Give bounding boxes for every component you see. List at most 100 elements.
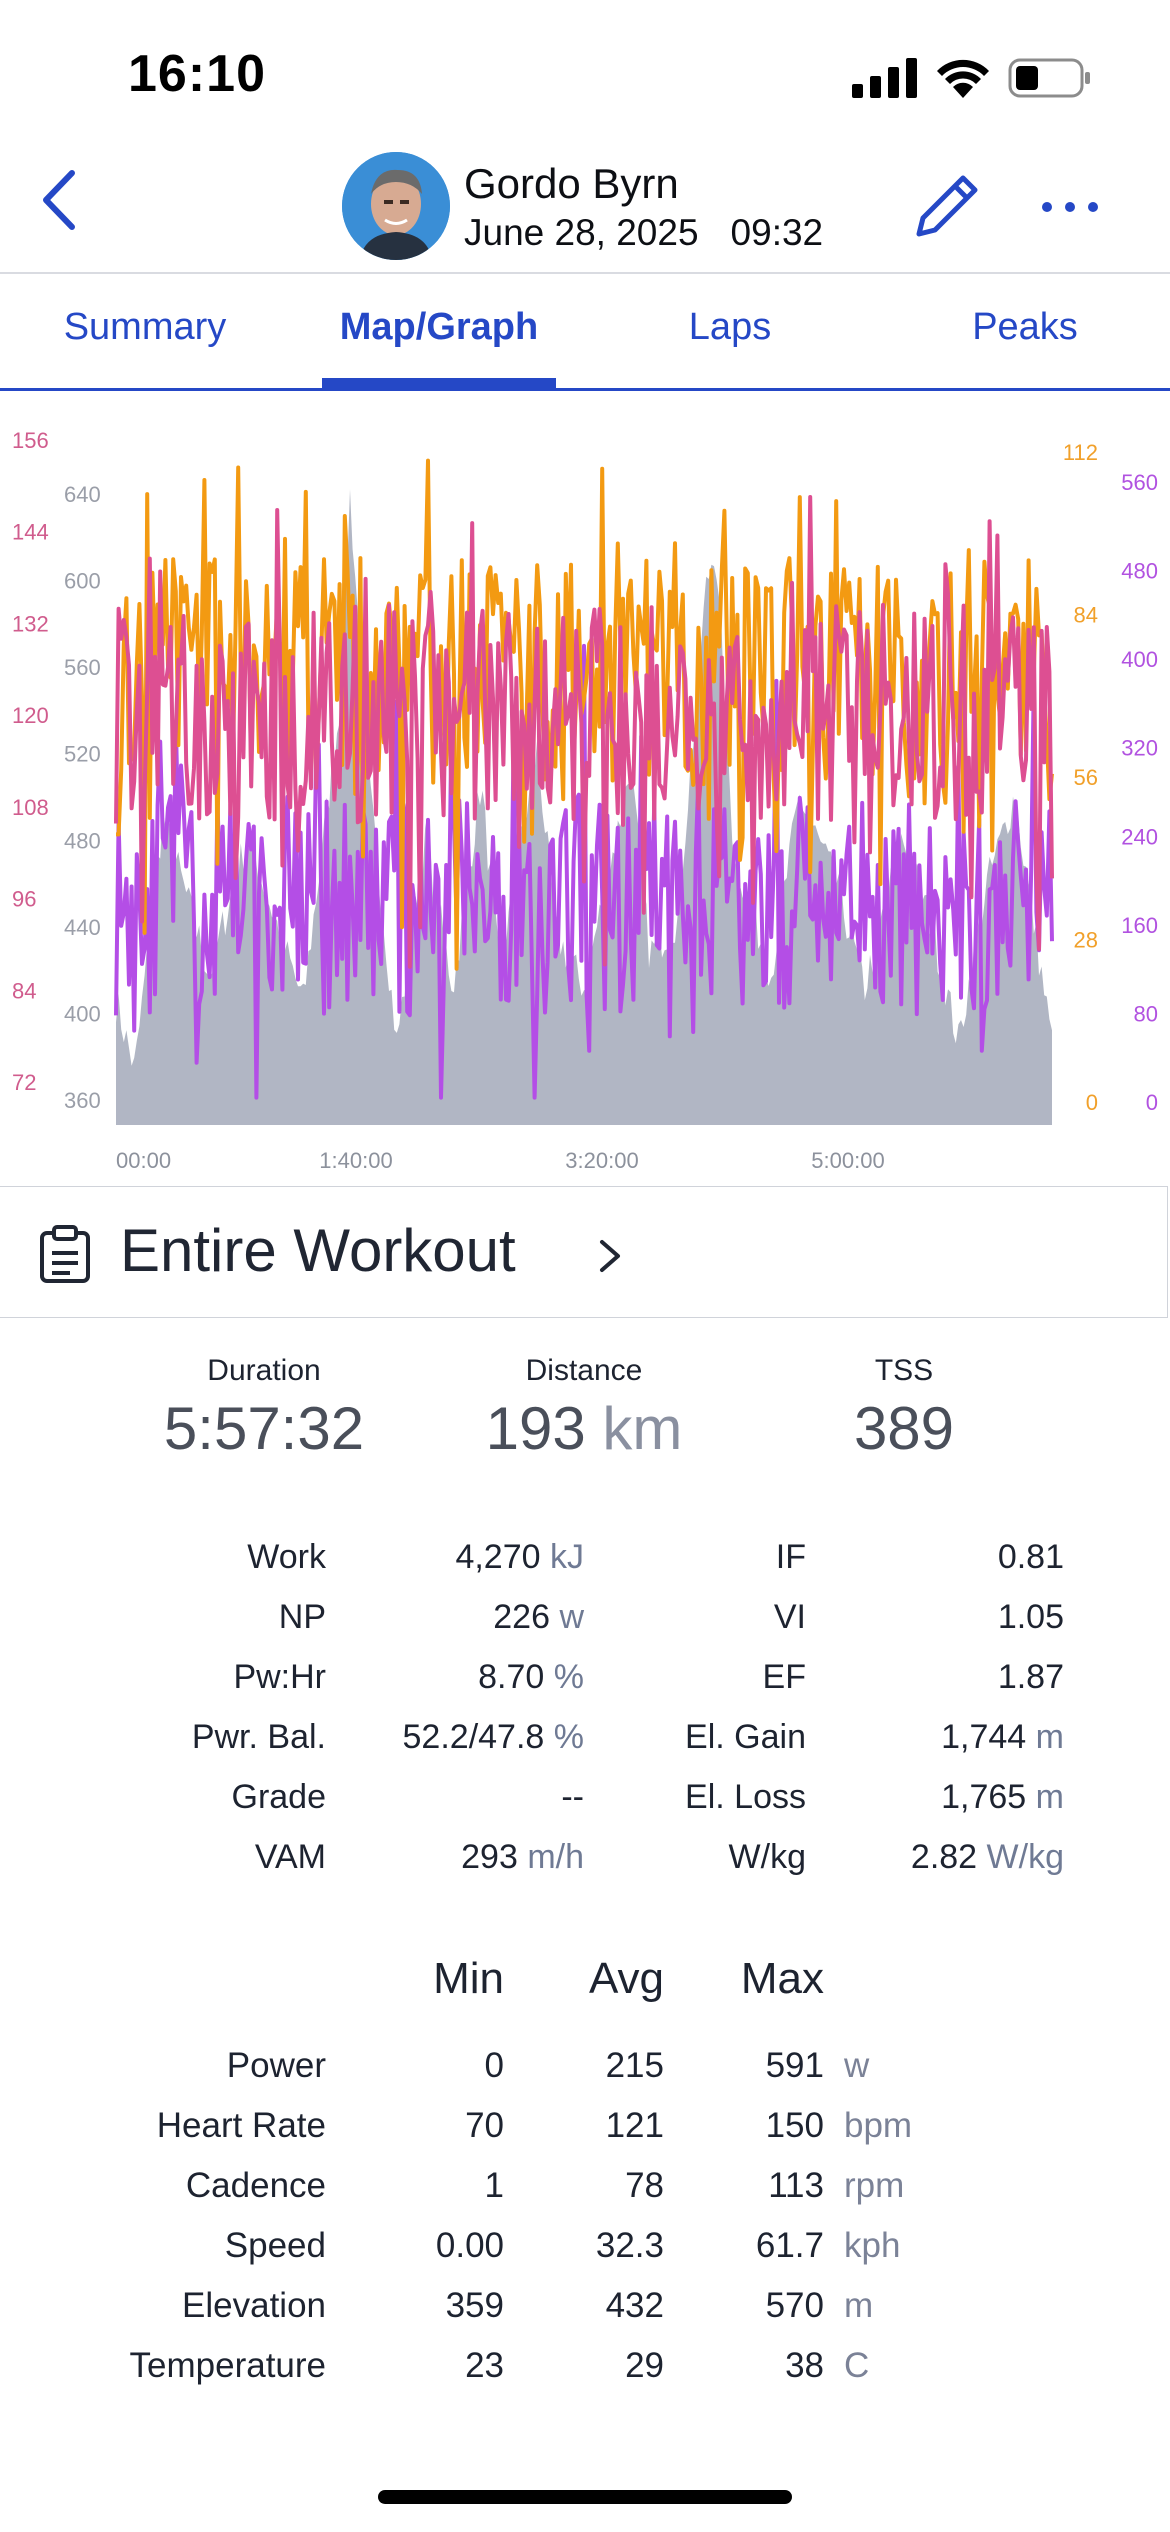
- metric-number: 52.2/47.8: [402, 1718, 545, 1756]
- elevation-axis-tick: 520: [64, 742, 101, 767]
- metric-label: Pwr. Bal.: [191, 1718, 326, 1756]
- home-indicator[interactable]: [378, 2490, 792, 2504]
- stat-avg: 432: [605, 2286, 664, 2325]
- elevation-axis-tick: 400: [64, 1001, 101, 1026]
- more-options-icon[interactable]: [1040, 200, 1100, 214]
- metric-value: 226 w: [340, 1598, 584, 1637]
- wifi-icon: [937, 59, 989, 98]
- metric-value: 52.2/47.8 %: [340, 1718, 584, 1757]
- metric-number: 2.82: [910, 1838, 978, 1876]
- cadence-axis-tick: 112: [1063, 440, 1098, 465]
- stat-row-label: Elevation: [182, 2286, 326, 2325]
- metric-label: VAM: [254, 1838, 326, 1876]
- entire-workout-row[interactable]: [0, 1186, 1168, 1318]
- metric-number: 4,270: [455, 1538, 541, 1576]
- power-axis-tick: 160: [1121, 913, 1158, 938]
- duration-value: 5:57:32: [114, 1394, 414, 1463]
- header-divider: [0, 272, 1170, 274]
- power-axis-tick: 80: [1134, 1001, 1158, 1026]
- elevation-axis-tick: 480: [64, 828, 101, 853]
- stat-row-label: Power: [226, 2046, 326, 2085]
- x-axis-tick: 1:40:00: [319, 1148, 392, 1173]
- tab-map-graph[interactable]: Map/Graph: [339, 306, 539, 348]
- stat-min: 359: [445, 2286, 504, 2325]
- metric-unit: w: [559, 1598, 584, 1636]
- cadence-axis-tick: 84: [1074, 603, 1098, 628]
- hr-axis-tick: 156: [12, 428, 49, 453]
- distance-number: 193: [485, 1395, 586, 1462]
- stat-row-label: Temperature: [129, 2346, 326, 2385]
- edit-pencil-icon[interactable]: [905, 168, 985, 248]
- avatar[interactable]: [342, 152, 450, 260]
- metric-number: 0.81: [997, 1538, 1064, 1576]
- stat-row-label: Speed: [224, 2226, 326, 2265]
- stat-unit: kph: [844, 2226, 901, 2265]
- metric-unit: %: [553, 1658, 584, 1696]
- metric-unit: kJ: [550, 1538, 584, 1576]
- metric-number: 1,765: [941, 1778, 1027, 1816]
- metric-value: 1,765 m: [830, 1778, 1064, 1817]
- workout-time: 09:32: [730, 212, 824, 253]
- duration-number: 5:57:32: [163, 1395, 365, 1462]
- col-header-min: Min: [433, 1954, 504, 2003]
- hr-axis-tick: 144: [12, 520, 49, 545]
- stat-max: 61.7: [755, 2226, 824, 2265]
- metric-number: 1.87: [997, 1658, 1064, 1696]
- stat-unit: C: [844, 2346, 870, 2385]
- clipboard-icon: [40, 1225, 90, 1283]
- entire-workout-title[interactable]: Entire Workout: [120, 1217, 516, 1284]
- workout-graph[interactable]: 1561441321201089684726406005605204804404…: [0, 400, 1170, 1180]
- metric-value: 4,270 kJ: [340, 1538, 584, 1577]
- chevron-right-icon[interactable]: [596, 1236, 626, 1276]
- stat-avg: 215: [605, 2046, 664, 2085]
- metric-value: 8.70 %: [340, 1658, 584, 1697]
- power-axis-tick: 480: [1121, 559, 1158, 584]
- tss-number: 389: [853, 1395, 955, 1462]
- distance-value: 193 km: [434, 1394, 734, 1463]
- stat-max: 113: [768, 2166, 824, 2205]
- tab-laps[interactable]: Laps: [688, 306, 772, 348]
- x-axis-tick: 00:00: [116, 1148, 171, 1173]
- workout-date: June 28, 2025: [464, 212, 699, 253]
- power-axis-tick: 560: [1121, 470, 1158, 495]
- metric-value: 1.87: [830, 1658, 1064, 1697]
- metric-label: VI: [773, 1598, 806, 1636]
- hr-axis-tick: 96: [12, 887, 36, 912]
- x-axis-tick: 5:00:00: [811, 1148, 884, 1173]
- metric-label: Work: [247, 1538, 326, 1576]
- metric-label: Pw:Hr: [233, 1658, 326, 1696]
- power-line: [114, 643, 1054, 1100]
- metric-unit: W/kg: [986, 1838, 1064, 1876]
- metric-value: 1,744 m: [830, 1718, 1064, 1757]
- stat-min: 70: [465, 2106, 504, 2145]
- metric-label: W/kg: [728, 1838, 806, 1876]
- cadence-axis-tick: 56: [1074, 765, 1098, 790]
- heart-rate-line: [114, 495, 1054, 969]
- tab-peaks[interactable]: Peaks: [972, 306, 1078, 348]
- battery-icon: [1008, 58, 1090, 98]
- back-chevron-icon[interactable]: [36, 165, 86, 235]
- metric-unit: m: [1035, 1718, 1064, 1756]
- metric-label: Grade: [231, 1778, 327, 1816]
- power-axis-tick: 320: [1121, 736, 1158, 761]
- elevation-axis-tick: 440: [64, 915, 101, 940]
- metric-number: 1.05: [997, 1598, 1064, 1636]
- tab-bar-divider: [0, 388, 1170, 391]
- power-axis-tick: 0: [1146, 1090, 1158, 1115]
- x-axis-tick: 3:20:00: [565, 1148, 638, 1173]
- metric-value: --: [340, 1778, 584, 1817]
- metric-number: 1,744: [941, 1718, 1027, 1756]
- metric-number: 293: [461, 1838, 518, 1876]
- hr-axis-tick: 120: [12, 703, 49, 728]
- tab-summary[interactable]: Summary: [63, 306, 227, 348]
- metric-number: 226: [493, 1598, 550, 1636]
- stat-unit: rpm: [844, 2166, 905, 2205]
- stat-max: 570: [765, 2286, 824, 2325]
- metric-unit: m: [1035, 1778, 1064, 1816]
- stat-avg: 32.3: [595, 2226, 664, 2265]
- stat-avg: 78: [625, 2166, 664, 2205]
- metric-unit: m/h: [527, 1838, 584, 1876]
- tss-label: TSS: [874, 1354, 934, 1387]
- elevation-axis-tick: 640: [64, 482, 101, 507]
- metric-label: El. Gain: [685, 1718, 806, 1756]
